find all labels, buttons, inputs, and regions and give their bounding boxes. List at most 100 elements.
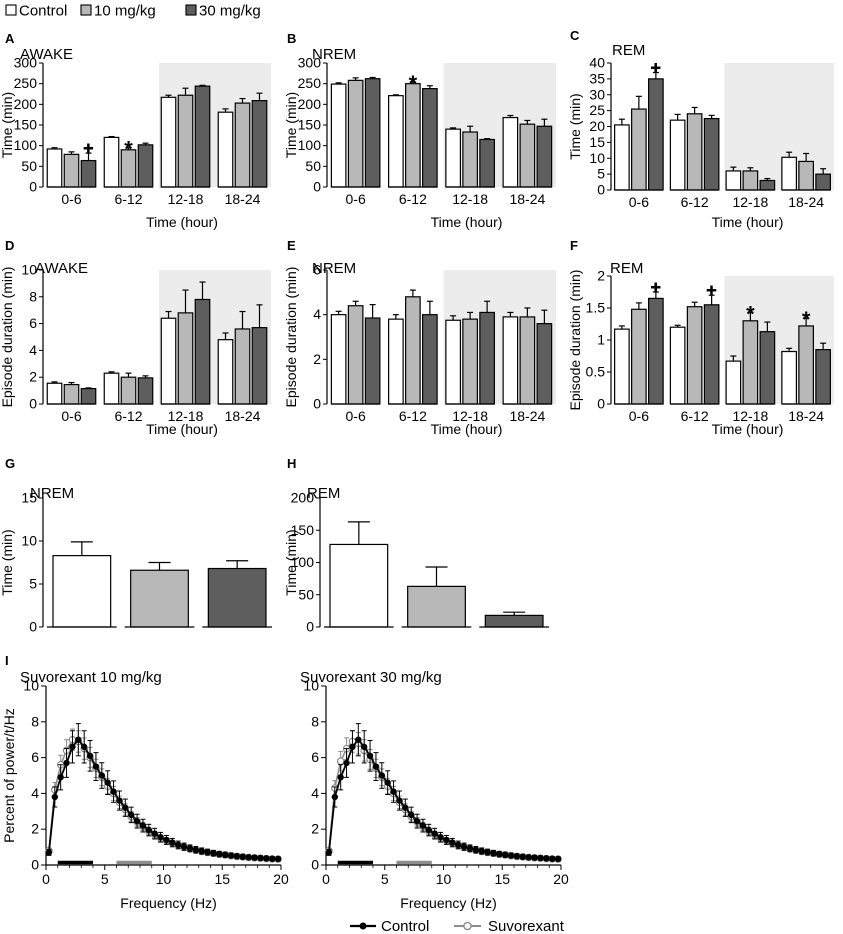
panel-letter-h: H: [287, 456, 296, 471]
bar: [46, 148, 63, 188]
x-tick-label: 18-24: [509, 408, 545, 424]
data-point-control: [449, 839, 456, 846]
data-point-control: [425, 826, 433, 834]
significance-star: *: [746, 301, 755, 326]
data-point-control: [390, 788, 397, 795]
data-point-control: [349, 743, 356, 751]
data-point-control: [139, 822, 147, 829]
bar: [759, 331, 776, 405]
y-tick-label: 10: [23, 678, 39, 694]
x-tick-label: 15: [494, 871, 510, 887]
chart-title: Suvorexant 30 mg/kg: [300, 669, 442, 686]
data-point-control: [543, 855, 550, 862]
y-tick-label: 1.5: [586, 300, 606, 316]
data-point-control: [537, 854, 544, 862]
x-tick-label: 20: [553, 871, 569, 887]
data-point-control: [63, 759, 70, 767]
bar: [405, 296, 421, 405]
x-tick-label: 0: [322, 871, 330, 887]
bar: [686, 306, 703, 405]
bar: [251, 100, 268, 188]
chart-title: Suvorexant 10 mg/kg: [20, 669, 162, 686]
x-tick-label: 10: [156, 871, 172, 887]
data-point-control: [151, 830, 158, 837]
y-tick-label: 50: [21, 158, 37, 174]
data-point-control: [239, 853, 247, 860]
bar: [519, 123, 536, 188]
chart-title: REM: [307, 485, 340, 502]
data-point-control: [210, 849, 217, 857]
x-tick-label: 12-18: [452, 191, 488, 207]
y-axis-label: Episode duration (min): [567, 270, 583, 411]
bar: [703, 304, 720, 405]
data-point-control: [360, 743, 368, 751]
legend-bottom: Control Suvorexant: [350, 918, 565, 934]
data-point-control: [163, 836, 170, 844]
bar: [502, 316, 519, 405]
panel-letter-g: G: [5, 456, 15, 471]
bar: [519, 316, 536, 405]
data-point-control: [331, 793, 339, 801]
bar: [364, 317, 381, 405]
y-tick-label: 250: [298, 75, 322, 91]
bar: [388, 95, 404, 188]
bar: [422, 314, 438, 405]
y-tick-label: 4: [29, 342, 37, 358]
legend-label: Control: [19, 3, 67, 20]
bar: [815, 173, 831, 191]
bar: [194, 85, 211, 188]
data-point-control: [157, 834, 164, 841]
data-point-control: [496, 850, 503, 858]
chart-title: AWAKE: [35, 260, 88, 277]
data-point-control: [251, 854, 258, 861]
y-tick-label: 150: [298, 117, 322, 133]
panel-letter-c: C: [570, 28, 580, 43]
y-tick-label: 5: [29, 576, 37, 592]
data-point-suvorexant: [336, 757, 345, 765]
data-point-control: [45, 849, 53, 856]
bar: [422, 88, 438, 188]
bar: [347, 79, 364, 188]
y-tick-label: 15: [21, 490, 37, 506]
y-tick-label: 4: [311, 785, 319, 801]
bar: [648, 78, 664, 191]
x-tick-label: 18-24: [509, 191, 545, 207]
x-tick-label: 6-12: [681, 408, 709, 424]
y-tick-label: 5: [597, 166, 605, 182]
bar: [405, 83, 421, 188]
data-point-control: [104, 779, 111, 786]
y-axis-label: Episode duration (min): [283, 267, 299, 408]
y-tick-label: 6: [29, 315, 37, 331]
y-tick-label: 0.5: [586, 364, 606, 380]
data-point-control: [98, 772, 106, 779]
y-tick-label: 30: [589, 86, 605, 102]
data-point-control: [216, 850, 223, 858]
x-tick-label: 0-6: [61, 191, 81, 207]
x-tick-label: 12-18: [168, 408, 204, 424]
y-tick-label: 200: [291, 490, 315, 506]
bar: [407, 585, 466, 628]
y-axis-label: Time (min): [0, 92, 15, 158]
data-point-control: [501, 851, 509, 858]
legend-label: Control: [381, 918, 429, 934]
x-tick-label: 5: [381, 871, 389, 887]
y-tick-label: 0: [313, 396, 321, 412]
bar: [742, 320, 759, 405]
y-tick-label: 2: [29, 369, 37, 385]
x-axis-label: Time (hour): [146, 214, 218, 230]
bar: [330, 83, 347, 188]
bar: [614, 328, 630, 405]
y-tick-label: 10: [21, 262, 37, 278]
bar: [120, 376, 137, 405]
x-tick-label: 12-18: [168, 191, 204, 207]
data-point-control: [257, 854, 264, 862]
bar: [686, 113, 703, 191]
y-axis-label: Time (min): [567, 93, 583, 159]
bar: [329, 543, 389, 628]
y-tick-label: 4: [31, 785, 39, 801]
bar: [631, 108, 647, 191]
y-tick-label: 8: [29, 288, 37, 304]
y-tick-label: 0: [311, 857, 319, 873]
